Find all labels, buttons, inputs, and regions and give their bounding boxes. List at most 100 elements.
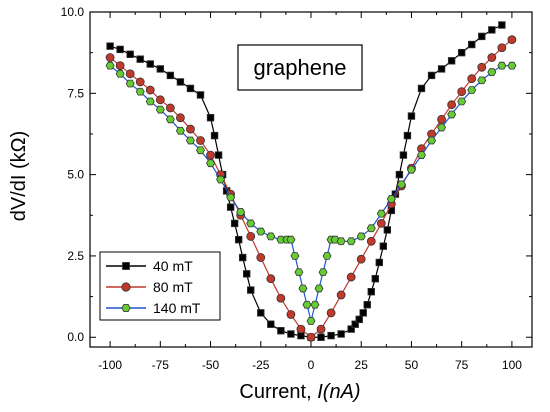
data-point — [437, 123, 447, 132]
data-point — [318, 268, 328, 277]
data-point — [477, 62, 487, 72]
data-point — [286, 310, 296, 319]
data-point — [457, 97, 467, 106]
data-point — [478, 32, 486, 41]
data-point — [447, 110, 457, 119]
data-point — [306, 317, 316, 325]
data-point — [266, 274, 276, 284]
legend-label: 40 mT — [153, 258, 193, 274]
data-point — [437, 114, 446, 124]
data-point — [346, 237, 356, 246]
data-point — [286, 235, 296, 244]
data-point — [363, 301, 371, 309]
data-point — [507, 61, 517, 70]
data-point — [317, 333, 325, 341]
data-point — [216, 175, 226, 184]
annotation-box: graphene — [237, 44, 363, 91]
data-point — [487, 68, 497, 77]
data-point — [359, 309, 367, 317]
data-point — [257, 309, 265, 317]
data-point — [314, 284, 324, 293]
data-point — [246, 219, 256, 228]
data-point — [256, 227, 266, 236]
legend-label: 80 mT — [153, 279, 193, 295]
data-point — [126, 50, 134, 58]
data-point — [427, 136, 437, 145]
y-tick-label: 5.0 — [67, 168, 84, 182]
legend: 40 mT 80 mT 140 mT — [99, 251, 221, 321]
y-tick-label: 7.5 — [67, 86, 84, 100]
data-point — [146, 60, 154, 68]
data-point — [326, 308, 336, 318]
series-80-mt — [105, 35, 517, 342]
data-point — [488, 26, 496, 34]
data-point — [290, 252, 300, 260]
data-point — [447, 57, 456, 65]
data-point — [294, 268, 304, 277]
data-point — [106, 42, 114, 50]
data-point — [507, 35, 517, 45]
data-point — [366, 236, 376, 246]
data-point — [156, 65, 165, 73]
data-point — [366, 224, 376, 233]
data-point — [327, 331, 335, 340]
annotation-label: graphene — [254, 55, 347, 80]
plot-frame — [89, 11, 533, 348]
data-point — [238, 253, 247, 262]
x-tick-label: -100 — [98, 358, 122, 372]
series-140-mt — [105, 61, 517, 325]
data-point — [230, 219, 239, 228]
data-point — [296, 324, 306, 334]
data-point — [266, 232, 276, 241]
data-point — [337, 330, 345, 338]
data-point — [497, 61, 507, 70]
data-point — [256, 253, 266, 262]
data-point — [166, 71, 175, 80]
data-point — [498, 21, 506, 29]
data-point — [226, 193, 236, 202]
data-point — [276, 293, 286, 303]
data-point — [310, 300, 320, 309]
data-point — [336, 290, 346, 300]
x-tick-label: 0 — [308, 358, 315, 372]
data-point — [145, 97, 155, 106]
data-point — [407, 112, 416, 120]
data-point — [236, 208, 246, 216]
data-point — [356, 254, 366, 264]
data-point — [447, 100, 457, 110]
x-tick-label: -50 — [202, 358, 220, 372]
data-point — [336, 237, 346, 246]
legend-marker — [122, 262, 130, 270]
x-tick-label: 100 — [502, 358, 522, 372]
data-point — [457, 48, 466, 57]
data-point — [246, 232, 256, 241]
legend-label: 140 mT — [153, 300, 201, 316]
x-axis-title: Current, I(nA) — [239, 381, 360, 403]
data-point — [276, 235, 286, 244]
data-point — [351, 320, 359, 328]
data-point — [145, 85, 155, 95]
x-tick-label: 25 — [355, 358, 369, 372]
data-point — [302, 300, 312, 309]
data-point — [497, 43, 507, 53]
data-point — [135, 87, 145, 96]
data-point — [417, 84, 426, 93]
y-axis-title: dV/dI (kΩ) — [8, 131, 30, 222]
data-point — [417, 151, 426, 159]
data-point — [155, 95, 165, 105]
data-point — [196, 136, 205, 145]
data-point — [155, 105, 165, 114]
data-point — [267, 320, 275, 328]
y-tick-label: 10.0 — [61, 5, 85, 19]
data-point — [306, 332, 316, 342]
data-point — [277, 327, 285, 335]
data-point — [226, 203, 235, 211]
data-point — [196, 91, 205, 99]
series-40-mt — [106, 21, 506, 341]
data-point — [206, 159, 216, 168]
data-point — [375, 258, 384, 267]
data-point — [467, 86, 477, 94]
data-point — [376, 209, 386, 218]
data-point — [376, 219, 386, 228]
